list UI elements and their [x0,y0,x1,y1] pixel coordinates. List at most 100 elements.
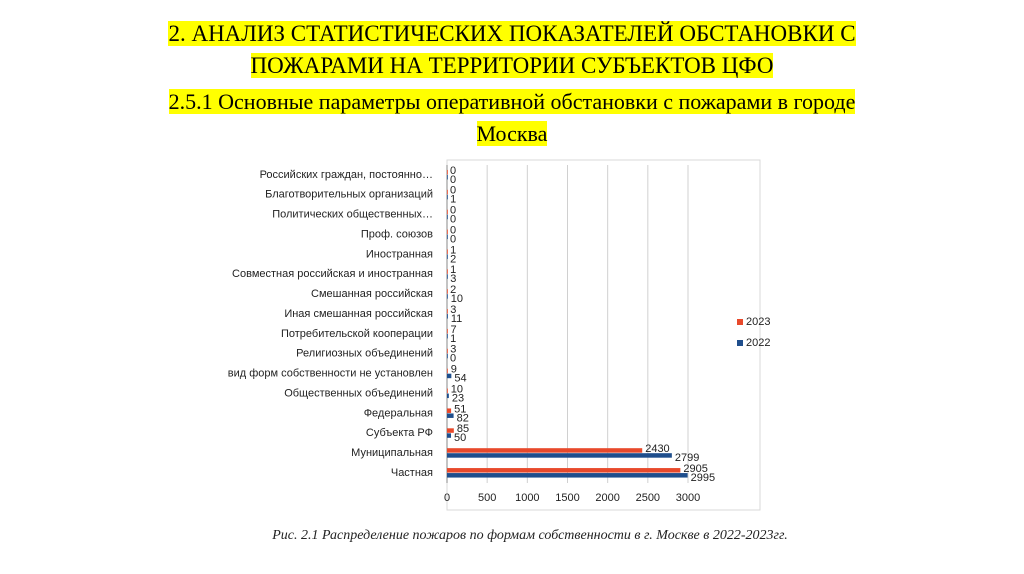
y-tick-label: Общественных объединений [284,387,433,399]
y-tick-label: Иностранная [366,248,433,260]
y-tick-label: Религиозных объединений [296,348,433,360]
x-tick-label: 0 [444,492,450,504]
bar [447,328,448,334]
value-label: 3 [450,344,456,356]
y-tick-label: Иная смешанная российская [284,308,433,320]
value-label: 0 [450,224,456,236]
bar [447,433,452,438]
value-label: 85 [457,423,469,435]
bar [447,249,448,254]
value-label: 0 [450,174,456,186]
y-tick-label: Федеральная [364,407,433,419]
bar [447,169,448,175]
subheading: 2.5.1 Основные параметры оперативной обс… [0,86,1024,150]
value-label: 82 [457,412,469,424]
value-label: 2995 [691,472,715,484]
bar [447,373,452,379]
bar [447,294,448,299]
subheading-line: Москва [476,121,548,146]
y-tick-label: Потребительской кооперации [281,328,433,340]
bar [447,194,448,200]
value-label: 2799 [675,452,699,464]
y-tick-label: Проф. союзов [361,228,433,240]
bar [447,174,448,180]
y-tick-label: Муниципальная [351,447,433,459]
x-tick-label: 2000 [595,492,619,504]
bar [447,413,454,418]
value-label: 2905 [683,463,707,475]
bar [447,309,448,314]
bar [447,388,448,394]
heading: 2. АНАЛИЗ СТАТИСТИЧЕСКИХ ПОКАЗАТЕЛЕЙ ОБС… [0,18,1024,82]
y-tick-label: Смешанная российская [311,288,433,300]
value-label: 0 [450,185,456,197]
value-label: 0 [450,165,456,177]
value-label: 23 [452,392,464,404]
bar [447,234,448,240]
bar [447,254,448,259]
value-label: 2430 [645,443,669,455]
x-tick-label: 2500 [636,492,660,504]
bar [447,393,449,399]
value-label: 9 [451,364,457,376]
value-label: 50 [454,432,466,444]
y-tick-label: Российских граждан, постоянно… [260,169,433,181]
bar [447,408,452,413]
heading-line: ПОЖАРАМИ НА ТЕРРИТОРИИ СУБЪЕКТОВ ЦФО [250,53,774,78]
bar [447,368,448,374]
value-label: 11 [451,313,462,325]
value-label: 10 [451,383,463,395]
caption: Рис. 2.1 Распределение пожаров по формам… [271,528,788,543]
bar [447,428,454,433]
x-tick-label: 1500 [555,492,579,504]
bar [447,333,448,339]
value-label: 7 [451,324,457,336]
bar [447,269,448,274]
bar [447,448,643,453]
bar [447,314,448,319]
heading-line: 2. АНАЛИЗ СТАТИСТИЧЕСКИХ ПОКАЗАТЕЛЕЙ ОБС… [168,21,856,46]
value-label: 0 [450,205,456,217]
value-label: 10 [451,293,463,305]
bar [447,289,448,294]
value-label: 2 [450,284,456,296]
bar [447,189,448,195]
bar [447,214,448,220]
legend-swatch [737,340,743,346]
y-tick-label: Субъекта РФ [366,427,433,439]
y-tick-label: Частная [391,467,433,479]
value-label: 1 [450,264,456,276]
bar [447,348,448,354]
value-label: 54 [454,373,466,385]
value-label: 0 [450,233,456,245]
legend-label: 2022 [746,337,770,349]
bar [447,274,448,279]
x-tick-label: 3000 [676,492,700,504]
bar [447,209,448,215]
legend-swatch [737,319,743,325]
value-label: 51 [454,403,466,415]
x-tick-label: 1000 [515,492,539,504]
value-label: 1 [450,244,456,256]
value-label: 2 [450,253,456,265]
value-label: 0 [450,214,456,226]
y-tick-label: Совместная российская и иностранная [232,268,433,280]
value-label: 1 [450,333,456,345]
y-tick-label: Благотворительных организаций [265,189,433,201]
x-tick-label: 500 [478,492,496,504]
subheading-line: 2.5.1 Основные параметры оперативной обс… [168,89,856,114]
value-label: 3 [450,304,456,316]
bar [447,468,681,473]
y-tick-label: Политических общественных… [272,209,433,221]
value-label: 0 [450,353,456,365]
value-label: 1 [450,194,456,206]
bar [447,353,448,359]
bar [447,229,448,235]
legend-label: 2023 [746,316,770,328]
y-tick-label: вид форм собственности не установлен [228,368,433,380]
value-label: 3 [450,273,456,285]
bar [447,473,688,478]
bar [447,453,672,458]
